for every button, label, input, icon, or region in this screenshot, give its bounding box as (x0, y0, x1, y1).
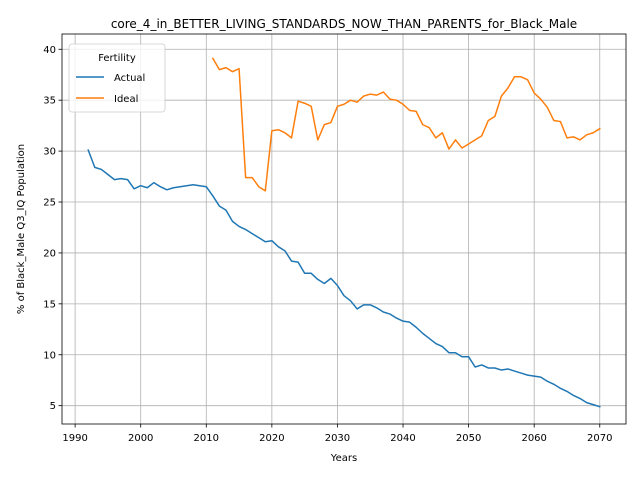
x-tick-label: 2030 (325, 433, 350, 444)
y-tick-label: 40 (43, 45, 56, 56)
x-tick-label: 2060 (521, 433, 546, 444)
x-tick-label: 2040 (390, 433, 415, 444)
chart-title: core_4_in_BETTER_LIVING_STANDARDS_NOW_TH… (111, 17, 577, 31)
x-tick-label: 2020 (259, 433, 284, 444)
x-axis-label: Years (330, 453, 357, 464)
y-axis-label: % of Black_Male Q3_IQ Population (16, 144, 27, 314)
y-tick-label: 10 (43, 350, 56, 361)
y-tick-label: 5 (50, 401, 56, 412)
x-tick-label: 2000 (128, 433, 153, 444)
x-tick-label: 2050 (456, 433, 481, 444)
y-tick-label: 20 (43, 248, 56, 259)
x-tick-label: 1990 (62, 433, 87, 444)
series-line-ideal (211, 57, 601, 192)
x-tick-label: 2070 (587, 433, 612, 444)
plot-frame (61, 33, 627, 425)
x-axis: 1990 2000 2010 2020 2030 2040 2050 2060 2070 (62, 424, 612, 444)
series-line-actual (87, 149, 601, 408)
series-layer (87, 57, 601, 408)
y-axis: 5 10 15 20 25 30 35 40 (43, 45, 62, 412)
legend-title: Fertility (98, 53, 136, 64)
y-tick-label: 30 (43, 147, 56, 158)
y-tick-label: 15 (43, 299, 56, 310)
legend-label-ideal: Ideal (114, 94, 138, 105)
y-tick-label: 35 (43, 96, 56, 107)
legend-box (68, 43, 166, 113)
x-tick-label: 2010 (194, 433, 219, 444)
legend-label-actual: Actual (114, 73, 145, 84)
y-tick-label: 25 (43, 198, 56, 209)
legend: Fertility Actual Ideal (68, 43, 166, 113)
grid-lines (62, 34, 626, 424)
